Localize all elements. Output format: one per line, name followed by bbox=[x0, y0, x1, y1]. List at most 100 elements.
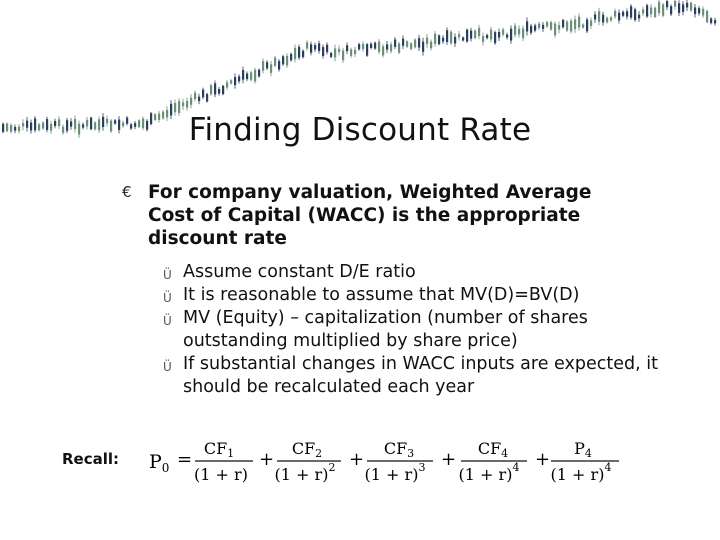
candle-body bbox=[406, 41, 409, 47]
candle-body bbox=[2, 123, 5, 132]
candle-body bbox=[294, 47, 297, 60]
candle-body bbox=[402, 38, 405, 46]
sub-bullet-icon: Ü bbox=[163, 360, 172, 374]
term-denominator: (1 + r)4 bbox=[551, 461, 612, 484]
candle-body bbox=[230, 80, 233, 84]
candle-body bbox=[214, 83, 217, 95]
candle-body bbox=[618, 12, 621, 21]
candle-body bbox=[14, 126, 17, 131]
candle-body bbox=[238, 76, 241, 82]
candle-body bbox=[682, 4, 685, 12]
candle-body bbox=[446, 30, 449, 43]
candle-body bbox=[574, 19, 577, 30]
candle-body bbox=[114, 120, 117, 124]
candle-body bbox=[714, 20, 717, 24]
candle-body bbox=[318, 43, 321, 51]
candle-body bbox=[226, 82, 229, 88]
candle-body bbox=[306, 42, 309, 49]
candle-body bbox=[546, 22, 549, 27]
candle-body bbox=[170, 103, 173, 116]
formula-term: CF3 (1 + r)3 bbox=[365, 439, 433, 484]
candle-body bbox=[342, 50, 345, 61]
candle-body bbox=[190, 97, 193, 105]
candle-body bbox=[466, 29, 469, 42]
candle-body bbox=[178, 101, 181, 113]
candle-body bbox=[158, 113, 161, 120]
candle-body bbox=[182, 102, 185, 107]
candle-body bbox=[498, 32, 501, 38]
candle-body bbox=[354, 49, 357, 55]
candle-body bbox=[258, 69, 261, 77]
candle-body bbox=[42, 122, 45, 129]
candle-body bbox=[74, 118, 77, 129]
candle-body bbox=[102, 116, 105, 128]
term-numerator: CF4 bbox=[478, 439, 508, 460]
candle-body bbox=[626, 11, 629, 17]
bullet-icon: € bbox=[122, 183, 132, 201]
candle-body bbox=[126, 117, 129, 124]
candle-body bbox=[398, 43, 401, 53]
candle-body bbox=[94, 122, 97, 130]
formula-graphic: P0 = CF1 (1 + r) + CF2 (1 + r)2 + CF3 (1… bbox=[149, 439, 619, 484]
candle-body bbox=[46, 119, 49, 131]
candle-body bbox=[18, 126, 21, 132]
candle-body bbox=[662, 4, 665, 16]
candle-body bbox=[594, 14, 597, 20]
sub-bullet-item: Ü It is reasonable to assume that MV(D)=… bbox=[163, 284, 663, 307]
candle-body bbox=[142, 118, 145, 129]
sub-bullet-icon: Ü bbox=[163, 314, 172, 328]
sub-bullet-list: Ü Assume constant D/E ratio Ü It is reas… bbox=[163, 261, 663, 399]
candle-body bbox=[286, 55, 289, 66]
candle-body bbox=[638, 14, 641, 19]
candle-body bbox=[270, 64, 273, 73]
candle-body bbox=[134, 123, 137, 127]
candle-body bbox=[602, 14, 605, 23]
candle-body bbox=[222, 85, 225, 95]
candle-body bbox=[566, 21, 569, 31]
candle-body bbox=[670, 6, 673, 15]
candle-body bbox=[150, 113, 153, 125]
candle-body bbox=[650, 7, 653, 15]
candle-body bbox=[542, 24, 545, 29]
candle-body bbox=[586, 19, 589, 32]
candle-body bbox=[202, 89, 205, 98]
candle-body bbox=[38, 124, 41, 131]
candle-body bbox=[262, 61, 265, 71]
candle-body bbox=[490, 29, 493, 40]
candle-body bbox=[562, 19, 565, 28]
candle-body bbox=[62, 126, 65, 133]
candle-body bbox=[310, 44, 313, 53]
candle-body bbox=[10, 125, 13, 132]
main-bullet-text: For company valuation, Weighted Average … bbox=[148, 182, 592, 249]
candle-body bbox=[666, 1, 669, 8]
candle-body bbox=[34, 118, 37, 131]
candle-body bbox=[314, 45, 317, 50]
candle-body bbox=[482, 36, 485, 42]
candle-body bbox=[30, 122, 33, 131]
formula-term: P4 (1 + r)4 bbox=[551, 439, 619, 484]
stock-ticker-background bbox=[2, 0, 717, 138]
candle-body bbox=[450, 31, 453, 44]
candle-body bbox=[234, 77, 237, 86]
candle-body bbox=[642, 9, 645, 14]
candle-body bbox=[414, 39, 417, 48]
formula-term: CF4 (1 + r)4 bbox=[459, 439, 527, 484]
candle-body bbox=[518, 28, 521, 35]
term-numerator: CF1 bbox=[204, 439, 234, 460]
candle-body bbox=[58, 119, 61, 126]
candle-body bbox=[694, 7, 697, 15]
term-numerator: CF3 bbox=[384, 439, 414, 460]
candle-body bbox=[590, 20, 593, 26]
candle-body bbox=[138, 120, 141, 128]
candle-body bbox=[90, 117, 93, 130]
candle-body bbox=[442, 37, 445, 42]
formula-lhs: P0 bbox=[149, 451, 169, 475]
formula-equals: = bbox=[177, 449, 192, 470]
candle-body bbox=[186, 101, 189, 108]
candle-body bbox=[686, 2, 689, 8]
candle-body bbox=[210, 85, 213, 95]
candle-body bbox=[478, 28, 481, 37]
candle-body bbox=[26, 120, 29, 128]
candle-body bbox=[426, 37, 429, 45]
sub-bullet-icon: Ü bbox=[163, 291, 172, 305]
